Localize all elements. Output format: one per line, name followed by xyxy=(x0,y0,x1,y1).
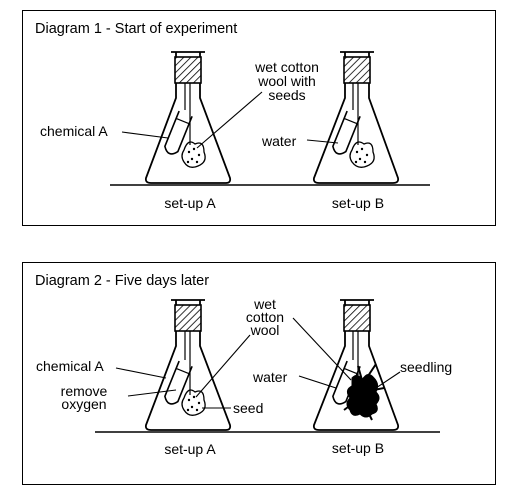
flask-b-1 xyxy=(312,51,400,184)
label-setup-b-1: set-up B xyxy=(331,195,385,211)
label-water-1: water xyxy=(262,133,297,149)
diagram-2-panel: Diagram 2 - Five days later xyxy=(22,262,496,485)
label-remove-line2-2: oxygen xyxy=(61,396,107,412)
label-setup-a-1: set-up A xyxy=(164,195,216,211)
diagram-1-title: Diagram 1 - Start of experiment xyxy=(35,21,238,37)
cotton-dots-b-1 xyxy=(354,147,369,164)
label-cotton-line1-1: wet cotton xyxy=(255,59,319,75)
label-cotton-line2-1: wool with xyxy=(258,73,316,89)
cotton-dots-a-2 xyxy=(186,395,201,412)
seedling-b-2 xyxy=(343,363,385,421)
label-chemical-a-2: chemical A xyxy=(36,358,104,374)
flask-a-1 xyxy=(144,51,232,184)
label-water-2: water xyxy=(253,369,288,385)
flask-a-2 xyxy=(144,299,232,431)
diagram-2-title: Diagram 2 - Five days later xyxy=(35,273,210,289)
cotton-wool-a-2 xyxy=(181,389,206,416)
label-setup-a-2: set-up A xyxy=(164,441,216,457)
cotton-wool-b-1 xyxy=(349,141,375,168)
label-seed-2: seed xyxy=(233,400,264,416)
diagram-1-panel: Diagram 1 - Start of experiment xyxy=(22,10,496,226)
label-seedling-2: seedling xyxy=(400,359,453,375)
stopper-b-2 xyxy=(343,304,371,332)
test-tube-b-1 xyxy=(332,110,361,155)
label-setup-b-2: set-up B xyxy=(331,440,385,456)
label-cotton-line3-1: seeds xyxy=(268,87,306,103)
label-cotton-line2-2: cotton xyxy=(245,309,285,325)
label-cotton-line3-2: wool xyxy=(250,322,280,338)
leader-lines-2 xyxy=(115,317,401,409)
stopper-b-1 xyxy=(343,56,371,84)
stopper-a-2 xyxy=(174,304,202,332)
label-chemical-a-1: chemical A xyxy=(40,123,108,139)
cotton-wool-a-1 xyxy=(181,141,206,168)
flask-b-2 xyxy=(312,299,400,431)
cotton-dots-a-1 xyxy=(186,147,201,164)
label-cotton-line1-2: wet xyxy=(254,296,276,312)
stopper-a-1 xyxy=(174,56,202,84)
test-tube-a-1 xyxy=(164,110,193,155)
label-remove-line1-2: remove xyxy=(60,383,108,399)
test-tube-a-2 xyxy=(164,360,193,405)
test-tube-b-2 xyxy=(332,360,361,405)
leader-lines-1 xyxy=(121,91,339,149)
